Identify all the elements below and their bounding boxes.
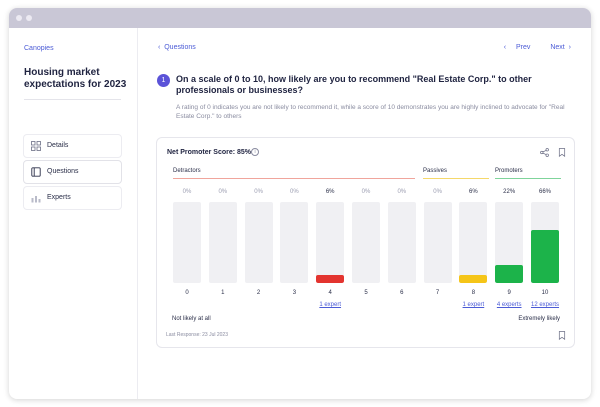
prev-button[interactable]: ‹ Prev [503,44,531,51]
score-label: 6 [400,290,404,296]
detractors-line [173,178,415,179]
bar-percent-label: 0% [397,189,407,195]
bookmark-icon[interactable] [558,148,566,157]
bar-percent-label: 22% [503,189,516,195]
score-label: 4 [328,290,332,296]
bar [495,265,524,283]
brand-link[interactable]: Canopies [24,45,54,52]
score-label: 3 [292,290,297,296]
bar [459,275,488,283]
bar-percent-label: 0% [218,189,228,195]
sidebar-item-label: Questions [47,168,79,175]
bar-track [208,202,237,283]
sidebar-item-questions[interactable]: Questions [23,160,122,184]
bar-percent-label: 6% [469,189,478,195]
sidebar: Canopies Housing market expectations for… [9,28,138,399]
window-dot-minimize[interactable] [26,15,32,21]
scale-left-label: Not likely at all [172,316,211,322]
chevron-left-icon: ‹ [158,44,161,51]
bar [316,275,345,283]
detractors-label: Detractors [173,168,201,174]
title-bar [9,8,591,28]
question-number-badge: 1 [157,74,170,87]
score-label: 2 [256,290,261,296]
score-label: 0 [185,290,189,296]
last-response-text: Last Response: 23 Jul 2023 [166,332,228,338]
sidebar-divider [24,99,121,100]
bar-track [495,202,524,283]
bar-track [423,202,452,283]
bar-percent-label: 0% [254,189,263,195]
bar [531,229,559,283]
flag-icon[interactable] [558,331,566,340]
scale-right-label: Extremely likely [518,316,560,322]
bar-percent-label: 6% [325,189,335,195]
bar-track [244,202,273,283]
bar-track [352,202,380,283]
promoters-label: Promoters [495,168,523,174]
passives-label: Passives [423,168,448,174]
score-label: 1 [221,290,225,296]
sidebar-item-details[interactable]: Details [23,134,122,158]
main-content: ‹ Questions ‹ Prev Next › 1 On a scale o… [139,28,591,399]
bar-track [387,202,416,283]
experts-link[interactable]: 4 experts [496,302,522,308]
experts-link[interactable]: 1 expert [319,302,342,308]
prev-label: Prev [516,44,531,51]
nps-card: Net Promoter Score: 85% i Detractors Pas… [156,137,575,348]
sidebar-item-label: Details [47,142,69,149]
bar-percent-label: 0% [290,189,299,195]
sidebar-item-experts[interactable]: Experts [23,186,122,210]
score-label: 5 [364,290,368,296]
bar-track [280,202,309,283]
experts-link[interactable]: 12 experts [530,302,560,308]
bar-track [316,202,345,283]
grid-icon [31,141,41,151]
next-button[interactable]: Next › [550,44,571,51]
book-icon [31,167,41,177]
bar-track [531,202,559,283]
bar-track [459,202,488,283]
pager: ‹ Prev Next › [498,44,571,51]
bar-percent-label: 66% [538,189,551,195]
passives-line [423,178,489,179]
info-icon[interactable]: i [251,148,259,156]
question-help-text: A rating of 0 indicates you are not like… [176,104,565,120]
question-text: On a scale of 0 to 10, how likely are yo… [176,74,532,95]
bar-percent-label: 0% [361,189,371,195]
back-label: Questions [164,44,196,51]
study-title: Housing market expectations for 2023 [24,67,127,90]
next-label: Next [550,44,565,51]
score-label: 7 [435,290,440,296]
sidebar-item-label: Experts [47,194,71,201]
bar-percent-label: 0% [182,189,192,195]
experts-link[interactable]: 1 expert [462,302,485,308]
window-dot-close[interactable] [16,15,22,21]
score-label: 8 [471,290,476,296]
bar-percent-label: 0% [433,189,442,195]
nps-title: Net Promoter Score: 85% [167,149,252,156]
score-label: 9 [507,290,511,296]
back-link[interactable]: ‹ Questions [158,44,196,51]
promoters-line [495,178,561,179]
share-icon[interactable] [540,148,549,157]
score-label: 10 [541,290,549,296]
app-window: Canopies Housing market expectations for… [9,8,591,399]
bar-chart-icon [31,196,41,203]
bar-track [173,202,201,283]
